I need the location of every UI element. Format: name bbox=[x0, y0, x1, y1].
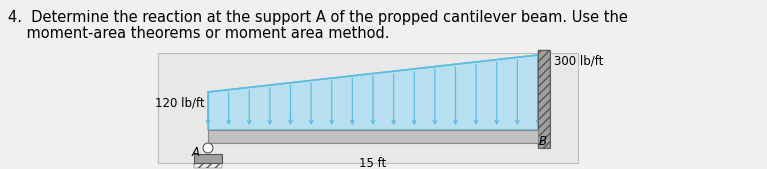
Text: 120 lb/ft: 120 lb/ft bbox=[156, 96, 205, 109]
Bar bbox=[194, 163, 222, 168]
Text: A: A bbox=[192, 146, 200, 159]
Text: moment-area theorems or moment area method.: moment-area theorems or moment area meth… bbox=[8, 26, 390, 41]
Bar bbox=[538, 50, 550, 148]
Polygon shape bbox=[208, 55, 538, 130]
Bar bbox=[158, 53, 578, 163]
Bar bbox=[208, 130, 538, 143]
Text: 4.  Determine the reaction at the support A of the propped cantilever beam. Use : 4. Determine the reaction at the support… bbox=[8, 10, 628, 25]
Text: B: B bbox=[539, 135, 547, 148]
Text: 300 lb/ft: 300 lb/ft bbox=[554, 55, 604, 68]
Bar bbox=[538, 50, 550, 148]
Bar bbox=[194, 154, 222, 163]
Text: 15 ft: 15 ft bbox=[360, 157, 387, 169]
Circle shape bbox=[203, 143, 213, 153]
